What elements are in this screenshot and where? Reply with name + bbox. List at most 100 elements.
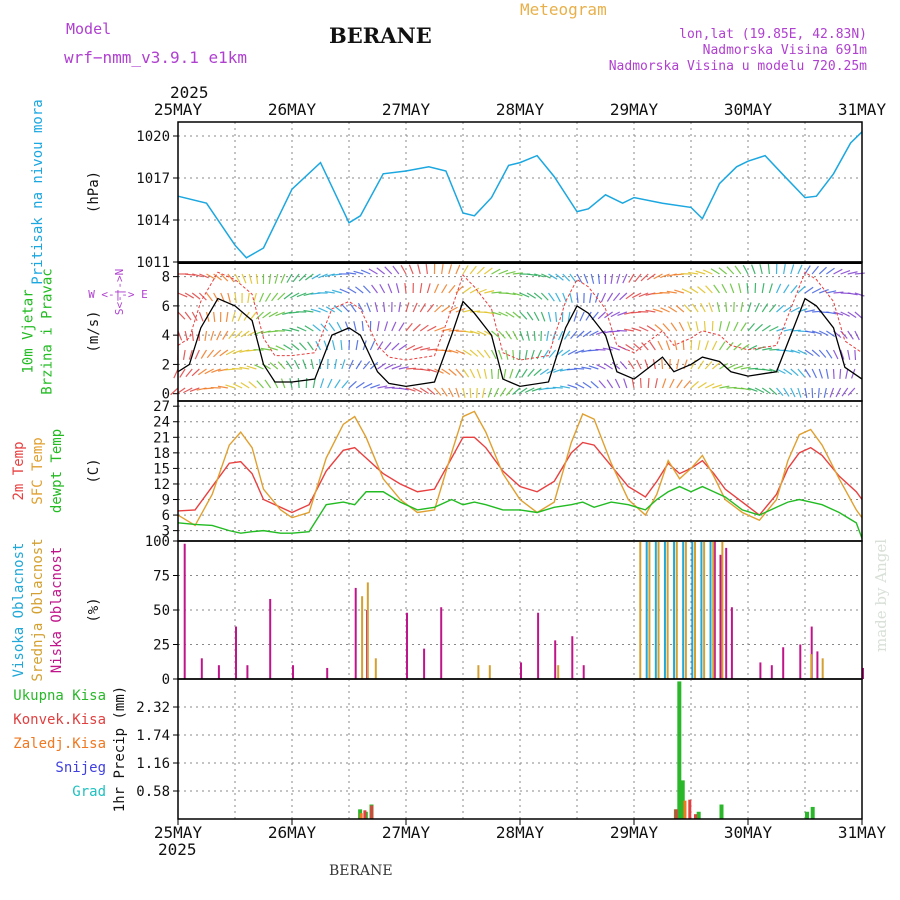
wind-arrow [632,292,642,299]
wind-arrow [298,273,307,282]
conv-bar [363,810,367,819]
wind-arrow [398,302,402,313]
wind-arrow [476,330,487,336]
wind-arrow [241,273,247,284]
footer-station: BERANE [329,863,393,879]
wind-arrow [318,307,328,313]
wind-arrow [274,273,279,284]
wind-arrow [548,349,557,359]
wind-arrow [797,387,802,398]
wind-arrow [597,311,606,320]
wind-arrow [213,273,222,281]
mid-bar [721,541,724,679]
wind-arrow [198,292,207,301]
wind-arrow [412,345,423,351]
high-bar [654,541,657,679]
wind-arrow [708,302,713,313]
y-tick-label: 2.32 [136,700,170,716]
pressure-line [177,131,863,259]
y-tick-label: 100 [145,534,170,550]
wind-arrow [819,289,829,294]
wind-arrow [303,292,314,297]
wind-arrow [610,346,620,351]
wind-arrow [797,285,806,294]
wind-arrow [371,284,378,294]
wind-arrow [427,348,438,351]
wind-arrow [362,285,371,294]
wind-arrow [570,330,578,340]
wind-arrow [526,330,530,341]
wind-arrow [376,267,385,275]
total-bar [805,811,809,819]
wind-arrow [398,366,409,370]
panel-frame [177,121,863,263]
wind-arrow [818,266,827,275]
header: Model wrf−nmm_v3.9.1 e1km BERANE Meteogr… [64,0,890,879]
wind-arrow [264,379,272,389]
wind-arrow [355,286,364,294]
wind-arrow [283,292,293,300]
wind-arrow [704,340,709,351]
wind-arrow [298,342,307,351]
wind-arrow [491,291,502,294]
wind-arrow [718,267,728,275]
wind-arrow [545,387,556,390]
wind-arrow [585,311,592,321]
wind-arrow [405,322,413,332]
wind-arrow [362,360,371,370]
mid-bar [694,541,696,679]
day-label-bottom: 30MAY [724,823,773,842]
wind-arrow [184,311,192,321]
wind-arrow [476,368,482,379]
year-top: 2025 [170,83,209,102]
wind-arrow [583,273,589,284]
wind-arrow [617,311,628,317]
wind-arrow [552,330,557,341]
wind-arrow [622,273,628,284]
wind-arrow [776,368,786,375]
wind-arrow [191,330,194,342]
meteogram-label: Meteogram [520,0,607,19]
low-bar [810,626,813,679]
wind-arrow [310,308,321,313]
y-tick-label: 21 [153,430,170,446]
watermark: made by Angel [872,539,890,652]
wind-arrow [826,311,837,315]
wind-arrow [833,291,844,294]
wind-arrow [277,361,286,370]
wind-arrow [434,304,443,313]
wind-arrow [561,349,571,357]
wind-arrow [182,349,186,360]
mid-bar [675,541,678,679]
wind-arrow [448,368,457,376]
wind-arrow [840,330,848,339]
conv-bar [694,814,697,819]
wind-arrow [527,273,538,277]
wind-arrow [754,323,763,332]
wind-arrow [833,268,843,275]
wind-arrow [533,330,536,342]
wind-arrow [790,368,799,377]
wind-arrow [700,302,706,313]
wind-arrow [228,330,236,340]
low-bar [200,658,203,679]
low-bar [719,554,722,679]
day-label-top: 30MAY [724,100,773,119]
wind-arrow [638,326,649,332]
model-label: Model [66,20,111,38]
wind-arrow [710,268,720,275]
wind-arrow [726,364,736,370]
wind-arrow [384,266,393,275]
wind-arrow [569,273,577,283]
wind-arrow [255,311,264,320]
wind-arrow [357,302,364,313]
precip-legend-label: Snijeg [55,760,106,776]
wind-arrow [669,378,675,389]
day-label-bottom: 27MAY [382,823,431,842]
wind-arrow [417,264,421,275]
wind-arrow [441,264,444,275]
conv-bar [688,799,692,819]
wind-arrow [762,368,773,372]
low-bar [816,651,819,679]
precip-legend-label: Grad [72,784,106,800]
